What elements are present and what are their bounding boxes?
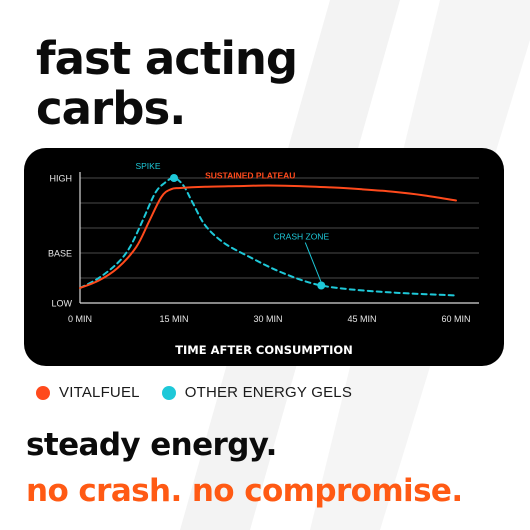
x-tick-label: 60 MIN (441, 314, 470, 324)
chart-card: LOW BASE HIGH 0 MIN 15 MIN 30 MIN 45 MIN 60 MIN… (24, 148, 504, 366)
annotation-crash-zone-leader (304, 242, 322, 283)
legend-swatch-other-gels (161, 385, 176, 400)
headline: fast acting carbs. (36, 32, 298, 135)
legend-item-other-gels: OTHER ENERGY GELS (161, 384, 353, 401)
annotation-marker (170, 174, 178, 182)
x-tick-label: 15 MIN (159, 314, 188, 324)
x-tick-label: 45 MIN (347, 314, 376, 324)
legend-swatch-vitalfuel (36, 385, 50, 400)
annotation-sustained-plateau: SUSTAINED PLATEAU (205, 171, 295, 181)
x-tick-label: 30 MIN (253, 314, 282, 324)
y-tick-label: HIGH (50, 174, 73, 184)
tagline-steady-energy: steady energy. (26, 427, 277, 463)
legend-label-other-gels: OTHER ENERGY GELS (184, 384, 353, 401)
x-tick-label: 0 MIN (68, 314, 92, 324)
series-line-vitalfuel (79, 184, 457, 289)
tagline-no-crash: no crash. no compromise. (26, 473, 463, 509)
series-line-other-gels (79, 176, 457, 297)
legend-item-vitalfuel: VITALFUEL (36, 384, 140, 401)
y-tick-label: LOW (51, 299, 72, 309)
annotation-crash-zone: CRASH ZONE (273, 232, 329, 242)
x-axis-title: TIME AFTER CONSUMPTION (175, 343, 353, 357)
legend: VITALFUEL OTHER ENERGY GELS (36, 384, 374, 401)
annotation-marker (317, 281, 326, 290)
headline-line-2: carbs. (36, 82, 186, 135)
energy-chart: LOW BASE HIGH 0 MIN 15 MIN 30 MIN 45 MIN 60 MIN… (48, 161, 479, 357)
annotation-spike: SPIKE (135, 161, 160, 171)
y-tick-label: BASE (48, 249, 72, 259)
headline-line-1: fast acting (36, 32, 298, 85)
legend-label-vitalfuel: VITALFUEL (59, 384, 140, 401)
